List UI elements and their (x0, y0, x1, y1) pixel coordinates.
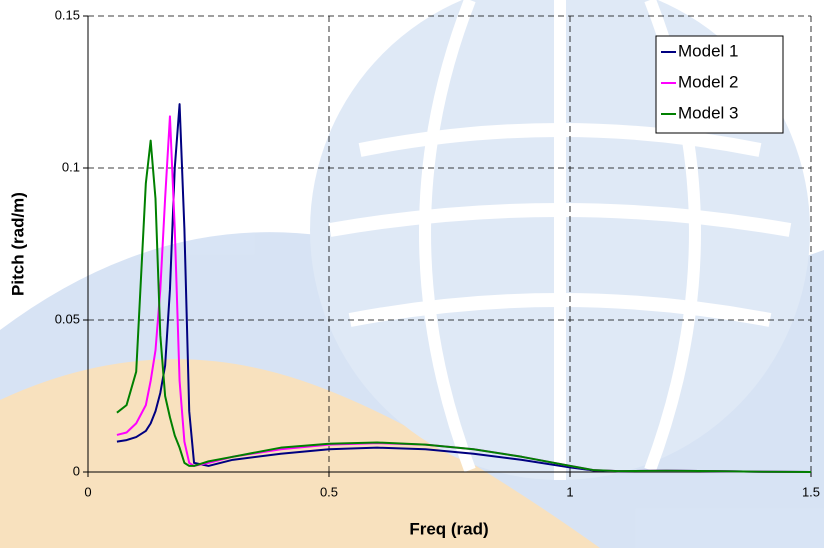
y-tick-label: 0.05 (55, 311, 80, 326)
y-tick-label: 0.15 (55, 7, 80, 22)
x-tick-label: 1.5 (802, 484, 820, 499)
y-tick-label: 0 (73, 463, 80, 478)
legend: Model 1 Model 2 Model 3 (656, 36, 783, 133)
chart: Freq (rad) Pitch (rad/m) 0 0.05 0.1 0.15 0 0.… (0, 0, 824, 548)
x-tick-label: 1 (566, 484, 573, 499)
legend-label: Model 3 (678, 103, 738, 122)
x-tick-label: 0.5 (320, 484, 338, 499)
y-axis-title: Pitch (rad/m) (8, 192, 27, 296)
legend-label: Model 2 (678, 72, 738, 91)
x-axis-title: Freq (rad) (409, 519, 488, 538)
legend-label: Model 1 (678, 41, 738, 60)
y-tick-label: 0.1 (62, 159, 80, 174)
x-tick-label: 0 (84, 484, 91, 499)
